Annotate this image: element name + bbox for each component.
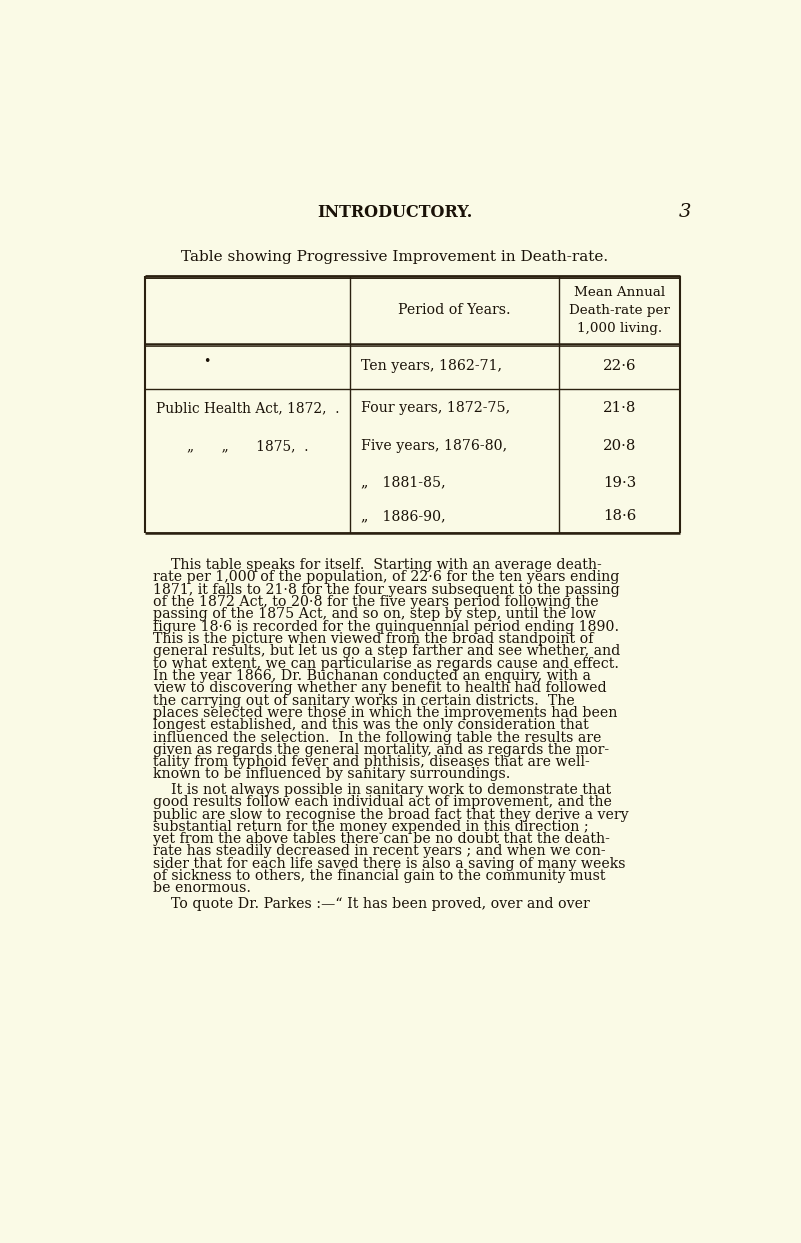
Text: view to discovering whether any benefit to health had followed: view to discovering whether any benefit … (153, 681, 606, 695)
Text: „  „  1875,  .: „ „ 1875, . (187, 439, 308, 454)
Text: 20·8: 20·8 (602, 439, 636, 454)
Text: of sickness to others, the financial gain to the community must: of sickness to others, the financial gai… (153, 869, 606, 883)
Text: INTRODUCTORY.: INTRODUCTORY. (317, 204, 473, 221)
Text: 21·8: 21·8 (602, 401, 636, 415)
Text: to what extent, we can particularise as regards cause and effect.: to what extent, we can particularise as … (153, 656, 619, 670)
Text: the carrying out of sanitary works in certain districts.  The: the carrying out of sanitary works in ce… (153, 694, 574, 707)
Text: 22·6: 22·6 (602, 359, 636, 373)
Text: Five years, 1876-80,: Five years, 1876-80, (361, 439, 507, 454)
Text: longest established, and this was the only consideration that: longest established, and this was the on… (153, 718, 589, 732)
Text: 3: 3 (679, 204, 691, 221)
Text: influenced the selection.  In the following table the results are: influenced the selection. In the followi… (153, 731, 602, 745)
Text: of the 1872 Act, to 20·8 for the five years period following the: of the 1872 Act, to 20·8 for the five ye… (153, 595, 598, 609)
Text: In the year 1866, Dr. Buchanan conducted an enquiry, with a: In the year 1866, Dr. Buchanan conducted… (153, 669, 590, 682)
Text: yet from the above tables there can be no doubt that the death-: yet from the above tables there can be n… (153, 832, 610, 846)
Text: known to be influenced by sanitary surroundings.: known to be influenced by sanitary surro… (153, 767, 510, 782)
Text: „ 1886-90,: „ 1886-90, (361, 510, 446, 523)
Text: substantial return for the money expended in this direction ;: substantial return for the money expende… (153, 820, 589, 834)
Text: figure 18·6 is recorded for the quinquennial period ending 1890.: figure 18·6 is recorded for the quinquen… (153, 619, 619, 634)
Text: To quote Dr. Parkes :—“ It has been proved, over and over: To quote Dr. Parkes :—“ It has been prov… (153, 897, 590, 911)
Text: Ten years, 1862-71,: Ten years, 1862-71, (361, 359, 502, 373)
Text: Public Health Act, 1872,  .: Public Health Act, 1872, . (155, 401, 339, 415)
Text: tality from typhoid fever and phthisis, diseases that are well-: tality from typhoid fever and phthisis, … (153, 756, 590, 769)
Text: given as regards the general mortality, and as regards the mor-: given as regards the general mortality, … (153, 743, 609, 757)
Text: general results, but let us go a step farther and see whether, and: general results, but let us go a step fa… (153, 644, 620, 659)
Text: •: • (203, 354, 211, 368)
Text: rate has steadily decreased in recent years ; and when we con-: rate has steadily decreased in recent ye… (153, 844, 606, 859)
Text: passing of the 1875 Act, and so on, step by step, until the low: passing of the 1875 Act, and so on, step… (153, 608, 596, 622)
Text: Four years, 1872-75,: Four years, 1872-75, (361, 401, 510, 415)
Text: 19·3: 19·3 (602, 476, 636, 490)
Text: be enormous.: be enormous. (153, 881, 251, 895)
Text: 18·6: 18·6 (602, 510, 636, 523)
Text: „ 1881-85,: „ 1881-85, (361, 476, 446, 490)
Text: This is the picture when viewed from the broad standpoint of: This is the picture when viewed from the… (153, 631, 594, 646)
Text: places selected were those in which the improvements had been: places selected were those in which the … (153, 706, 618, 720)
Text: sider that for each life saved there is also a saving of many weeks: sider that for each life saved there is … (153, 856, 626, 871)
Text: public are slow to recognise the broad fact that they derive a very: public are slow to recognise the broad f… (153, 808, 629, 822)
Text: good results follow each individual act of improvement, and the: good results follow each individual act … (153, 796, 612, 809)
Text: rate per 1,000 of the population, of 22·6 for the ten years ending: rate per 1,000 of the population, of 22·… (153, 571, 619, 584)
Text: Mean Annual
Death-rate per
1,000 living.: Mean Annual Death-rate per 1,000 living. (569, 286, 670, 334)
Text: Table showing Progressive Improvement in Death-rate.: Table showing Progressive Improvement in… (181, 250, 608, 264)
Text: Period of Years.: Period of Years. (398, 303, 510, 317)
Text: 1871, it falls to 21·8 for the four years subsequent to the passing: 1871, it falls to 21·8 for the four year… (153, 583, 620, 597)
Text: It is not always possible in sanitary work to demonstrate that: It is not always possible in sanitary wo… (153, 783, 611, 797)
Text: This table speaks for itself.  Starting with an average death-: This table speaks for itself. Starting w… (153, 558, 602, 572)
